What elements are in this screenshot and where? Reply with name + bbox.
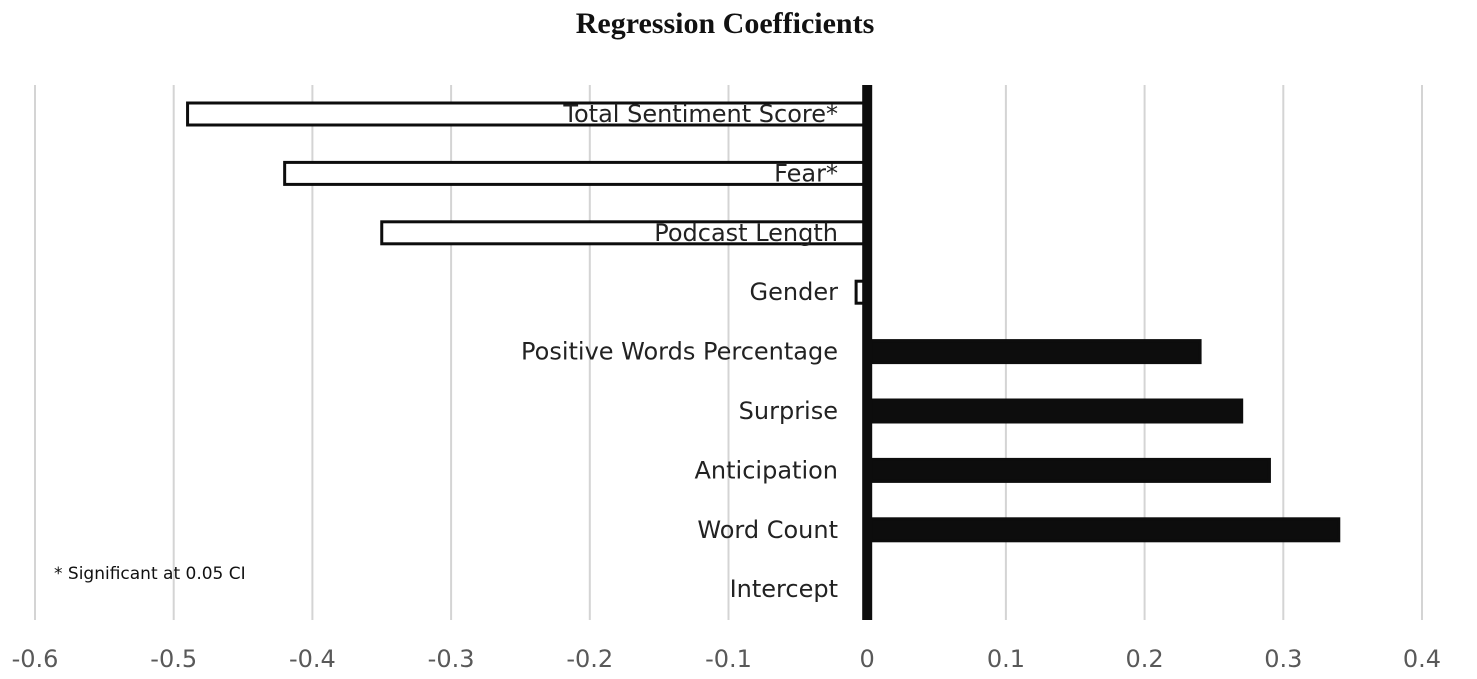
x-tick-label: 0.1 bbox=[987, 645, 1025, 673]
category-label: Positive Words Percentage bbox=[521, 338, 838, 366]
bar bbox=[865, 457, 1271, 483]
x-tick-label: -0.6 bbox=[12, 645, 59, 673]
x-tick-label: 0 bbox=[860, 645, 875, 673]
category-label: Surprise bbox=[739, 397, 838, 425]
bar bbox=[865, 398, 1244, 424]
bar bbox=[865, 339, 1202, 365]
x-tick-label: 0.4 bbox=[1403, 645, 1441, 673]
category-label: Fear* bbox=[774, 159, 838, 187]
x-tick-label: -0.1 bbox=[705, 645, 752, 673]
x-tick-label: 0.3 bbox=[1264, 645, 1302, 673]
category-label: Intercept bbox=[730, 575, 838, 603]
x-axis-tick-labels: -0.6 -0.5 -0.4 -0.3 -0.2 -0.1 0 0.1 0.2 0.3 0.4 bbox=[12, 645, 1442, 673]
bar bbox=[865, 517, 1341, 543]
x-tick-label: -0.5 bbox=[150, 645, 197, 673]
chart-title: Regression Coefficients bbox=[576, 7, 875, 40]
x-tick-label: -0.4 bbox=[289, 645, 336, 673]
category-label: Word Count bbox=[697, 516, 838, 544]
x-tick-label: 0.2 bbox=[1126, 645, 1164, 673]
x-tick-label: -0.2 bbox=[566, 645, 613, 673]
x-tick-label: -0.3 bbox=[428, 645, 475, 673]
category-label: Podcast Length bbox=[654, 219, 838, 247]
category-label: Gender bbox=[750, 278, 839, 306]
category-label: Total Sentiment Score* bbox=[562, 100, 838, 128]
significance-note: * Significant at 0.05 CI bbox=[54, 564, 246, 584]
category-labels: Total Sentiment Score* Fear* Podcast Lengt… bbox=[521, 100, 838, 603]
category-label: Anticipation bbox=[695, 456, 838, 484]
bars bbox=[186, 101, 1341, 543]
